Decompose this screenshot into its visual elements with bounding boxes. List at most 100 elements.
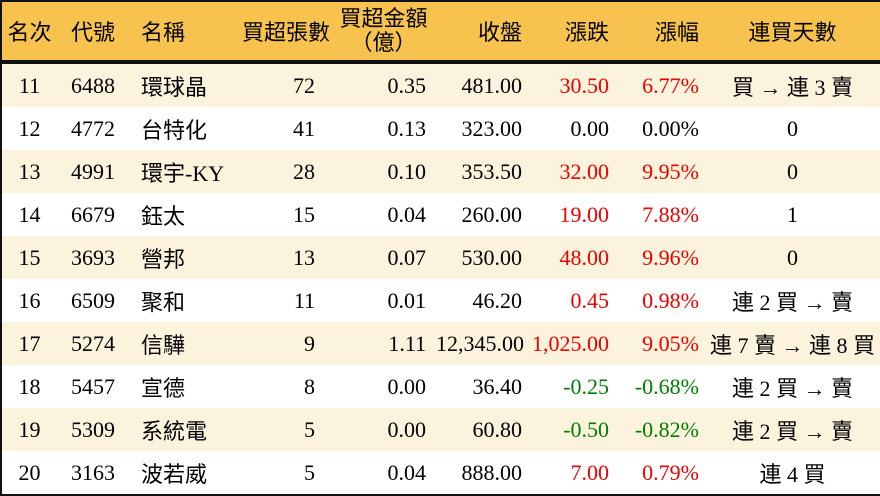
cell-code: 5274	[57, 322, 129, 365]
cell-streak: 連 2 買 → 賣	[705, 365, 880, 408]
header-change: 漲跌	[528, 1, 615, 64]
cell-volume: 8	[241, 365, 331, 408]
cell-change: 30.50	[528, 62, 615, 107]
header-amount: 買超金額 （億）	[331, 1, 436, 64]
cell-close: 323.00	[436, 107, 528, 150]
cell-rank: 15	[1, 236, 57, 279]
cell-code: 3163	[57, 451, 129, 495]
cell-name: 環球晶	[129, 62, 241, 107]
cell-streak: 買 → 連 3 賣	[705, 62, 880, 107]
table-body: 11 6488 環球晶 72 0.35 481.00 30.50 6.77% 買…	[1, 62, 880, 495]
cell-volume: 5	[241, 408, 331, 451]
table-row[interactable]: 15 3693 營邦 13 0.07 530.00 48.00 9.96% 0	[1, 236, 880, 279]
cell-rank: 14	[1, 193, 57, 236]
cell-code: 3693	[57, 236, 129, 279]
table-row[interactable]: 19 5309 系統電 5 0.00 60.80 -0.50 -0.82% 連 …	[1, 408, 880, 451]
cell-close: 36.40	[436, 365, 528, 408]
cell-rank: 17	[1, 322, 57, 365]
cell-amount: 1.11	[331, 322, 436, 365]
cell-name: 聚和	[129, 279, 241, 322]
table-row[interactable]: 18 5457 宣德 8 0.00 36.40 -0.25 -0.68% 連 2…	[1, 365, 880, 408]
cell-change-pct: 9.05%	[615, 322, 705, 365]
cell-amount: 0.04	[331, 193, 436, 236]
cell-volume: 5	[241, 451, 331, 495]
cell-close: 60.80	[436, 408, 528, 451]
cell-name: 環宇-KY	[129, 150, 241, 193]
cell-code: 4991	[57, 150, 129, 193]
cell-change: 0.00	[528, 107, 615, 150]
cell-streak: 0	[705, 150, 880, 193]
cell-streak: 連 4 買	[705, 451, 880, 495]
cell-amount: 0.13	[331, 107, 436, 150]
cell-rank: 18	[1, 365, 57, 408]
header-name: 名稱	[129, 1, 241, 64]
cell-change-pct: 0.00%	[615, 107, 705, 150]
table-row[interactable]: 16 6509 聚和 11 0.01 46.20 0.45 0.98% 連 2 …	[1, 279, 880, 322]
cell-volume: 28	[241, 150, 331, 193]
cell-name: 營邦	[129, 236, 241, 279]
cell-change-pct: 9.95%	[615, 150, 705, 193]
header-amount-line2: （億）	[350, 30, 417, 55]
table-header: 名次 代號 名稱 買超張數 買超金額 （億） 收盤 漲跌 漲幅 連買天數	[1, 1, 880, 64]
cell-amount: 0.00	[331, 365, 436, 408]
cell-change: 19.00	[528, 193, 615, 236]
cell-name: 系統電	[129, 408, 241, 451]
cell-name: 信驊	[129, 322, 241, 365]
cell-rank: 13	[1, 150, 57, 193]
cell-rank: 11	[1, 62, 57, 107]
cell-change: 7.00	[528, 451, 615, 495]
cell-change: 1,025.00	[528, 322, 615, 365]
cell-change: 48.00	[528, 236, 615, 279]
cell-change: 0.45	[528, 279, 615, 322]
header-close: 收盤	[436, 1, 528, 64]
cell-code: 5457	[57, 365, 129, 408]
cell-streak: 0	[705, 236, 880, 279]
table-row[interactable]: 13 4991 環宇-KY 28 0.10 353.50 32.00 9.95%…	[1, 150, 880, 193]
cell-close: 888.00	[436, 451, 528, 495]
cell-code: 5309	[57, 408, 129, 451]
cell-amount: 0.07	[331, 236, 436, 279]
table-row[interactable]: 20 3163 波若威 5 0.04 888.00 7.00 0.79% 連 4…	[1, 451, 880, 495]
cell-volume: 9	[241, 322, 331, 365]
table-row[interactable]: 11 6488 環球晶 72 0.35 481.00 30.50 6.77% 買…	[1, 62, 880, 107]
cell-code: 4772	[57, 107, 129, 150]
cell-change: 32.00	[528, 150, 615, 193]
cell-name: 鈺太	[129, 193, 241, 236]
cell-close: 530.00	[436, 236, 528, 279]
cell-code: 6509	[57, 279, 129, 322]
header-volume: 買超張數	[241, 1, 331, 64]
cell-close: 46.20	[436, 279, 528, 322]
cell-close: 353.50	[436, 150, 528, 193]
cell-name: 台特化	[129, 107, 241, 150]
cell-change: -0.25	[528, 365, 615, 408]
cell-streak: 連 2 買 → 賣	[705, 279, 880, 322]
header-amount-line1: 買超金額	[339, 5, 428, 31]
cell-volume: 11	[241, 279, 331, 322]
cell-streak: 連 2 買 → 賣	[705, 408, 880, 451]
cell-rank: 12	[1, 107, 57, 150]
cell-change-pct: 7.88%	[615, 193, 705, 236]
cell-change-pct: 0.79%	[615, 451, 705, 495]
cell-volume: 15	[241, 193, 331, 236]
cell-amount: 0.04	[331, 451, 436, 495]
cell-close: 260.00	[436, 193, 528, 236]
table-row[interactable]: 12 4772 台特化 41 0.13 323.00 0.00 0.00% 0	[1, 107, 880, 150]
header-rank: 名次	[1, 1, 57, 64]
table-row[interactable]: 17 5274 信驊 9 1.11 12,345.00 1,025.00 9.0…	[1, 322, 880, 365]
cell-streak: 1	[705, 193, 880, 236]
cell-change-pct: -0.82%	[615, 408, 705, 451]
cell-amount: 0.01	[331, 279, 436, 322]
cell-change-pct: 9.96%	[615, 236, 705, 279]
cell-name: 宣德	[129, 365, 241, 408]
cell-amount: 0.35	[331, 62, 436, 107]
cell-volume: 41	[241, 107, 331, 150]
cell-amount: 0.10	[331, 150, 436, 193]
table-row[interactable]: 14 6679 鈺太 15 0.04 260.00 19.00 7.88% 1	[1, 193, 880, 236]
cell-change: -0.50	[528, 408, 615, 451]
cell-change-pct: -0.68%	[615, 365, 705, 408]
cell-close: 12,345.00	[436, 322, 528, 365]
cell-name: 波若威	[129, 451, 241, 495]
cell-code: 6679	[57, 193, 129, 236]
header-change-pct: 漲幅	[615, 1, 705, 64]
cell-amount: 0.00	[331, 408, 436, 451]
